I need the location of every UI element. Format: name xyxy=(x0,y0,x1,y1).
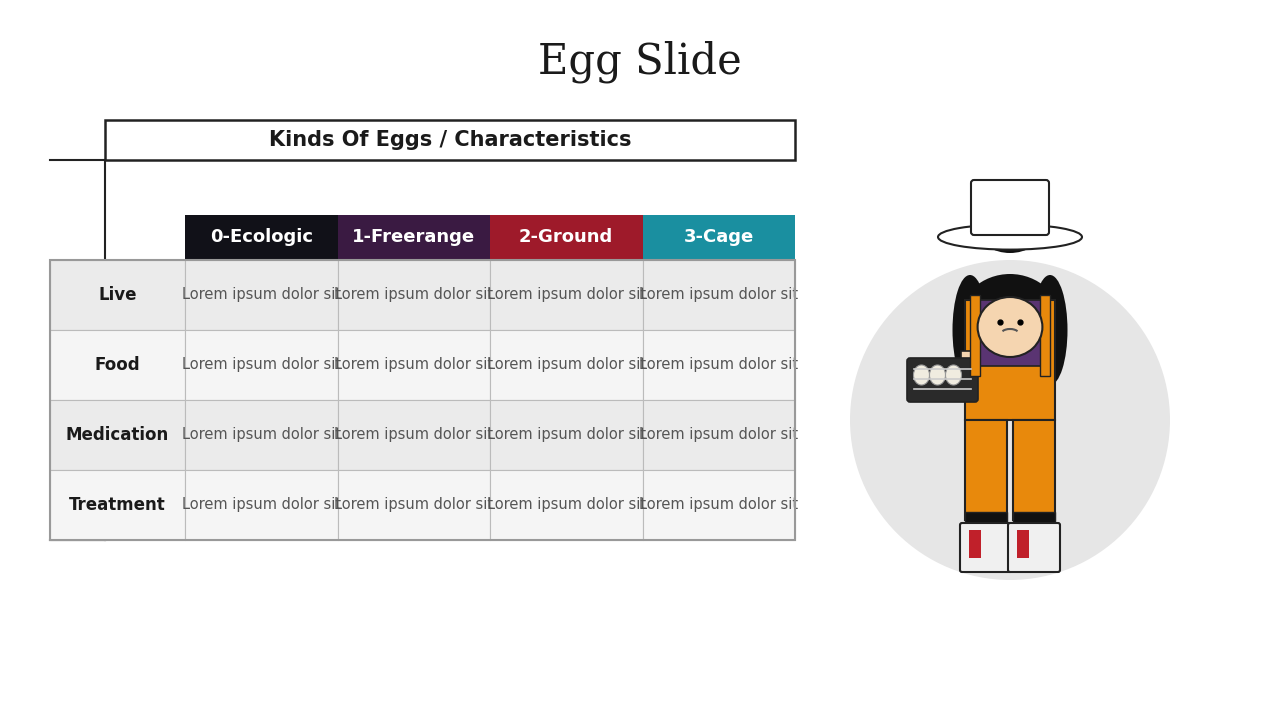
Bar xyxy=(50,400,186,470)
FancyBboxPatch shape xyxy=(960,523,1012,572)
Bar xyxy=(1018,530,1029,558)
Text: Lorem ipsum dolor sit: Lorem ipsum dolor sit xyxy=(182,287,340,302)
Text: Lorem ipsum dolor sit: Lorem ipsum dolor sit xyxy=(334,358,493,372)
FancyBboxPatch shape xyxy=(972,180,1050,235)
Bar xyxy=(970,295,980,376)
Ellipse shape xyxy=(978,297,1042,357)
Ellipse shape xyxy=(938,225,1082,250)
Bar xyxy=(338,215,490,260)
Bar xyxy=(186,400,338,470)
Text: Lorem ipsum dolor sit: Lorem ipsum dolor sit xyxy=(639,428,799,443)
FancyBboxPatch shape xyxy=(978,300,1042,366)
Circle shape xyxy=(850,260,1170,580)
Bar xyxy=(50,260,795,540)
Text: Treatment: Treatment xyxy=(69,496,166,514)
Bar xyxy=(186,215,338,260)
Ellipse shape xyxy=(952,275,987,385)
Bar xyxy=(643,400,795,470)
Text: Medication: Medication xyxy=(65,426,169,444)
Text: Lorem ipsum dolor sit: Lorem ipsum dolor sit xyxy=(182,428,340,443)
Bar xyxy=(965,512,1007,526)
Bar xyxy=(643,330,795,400)
Bar xyxy=(50,470,186,540)
Bar xyxy=(490,470,643,540)
Bar xyxy=(643,470,795,540)
Bar xyxy=(186,260,338,330)
FancyBboxPatch shape xyxy=(961,351,979,369)
Bar xyxy=(338,330,490,400)
Text: 0-Ecologic: 0-Ecologic xyxy=(210,228,312,246)
Text: Lorem ipsum dolor sit: Lorem ipsum dolor sit xyxy=(486,287,646,302)
Text: Lorem ipsum dolor sit: Lorem ipsum dolor sit xyxy=(639,287,799,302)
Text: Lorem ipsum dolor sit: Lorem ipsum dolor sit xyxy=(182,358,340,372)
Ellipse shape xyxy=(946,365,961,385)
Bar xyxy=(643,260,795,330)
Ellipse shape xyxy=(929,365,946,385)
Bar xyxy=(186,470,338,540)
Bar xyxy=(969,530,980,558)
Bar xyxy=(1039,295,1050,376)
Text: Egg Slide: Egg Slide xyxy=(538,41,742,84)
Text: 2-Ground: 2-Ground xyxy=(520,228,613,246)
Bar xyxy=(186,330,338,400)
Bar xyxy=(105,120,795,160)
Bar xyxy=(338,470,490,540)
Ellipse shape xyxy=(1033,275,1068,385)
Bar xyxy=(338,260,490,330)
Text: Lorem ipsum dolor sit: Lorem ipsum dolor sit xyxy=(486,498,646,513)
FancyBboxPatch shape xyxy=(965,300,1055,420)
Bar xyxy=(50,330,186,400)
Text: Lorem ipsum dolor sit: Lorem ipsum dolor sit xyxy=(639,498,799,513)
Text: 1-Freerange: 1-Freerange xyxy=(352,228,475,246)
Bar xyxy=(1012,420,1055,520)
Bar xyxy=(490,400,643,470)
Bar xyxy=(338,400,490,470)
Text: Lorem ipsum dolor sit: Lorem ipsum dolor sit xyxy=(182,498,340,513)
Text: Lorem ipsum dolor sit: Lorem ipsum dolor sit xyxy=(486,358,646,372)
Bar xyxy=(490,260,643,330)
Bar xyxy=(490,330,643,400)
Text: Lorem ipsum dolor sit: Lorem ipsum dolor sit xyxy=(486,428,646,443)
Bar xyxy=(643,215,795,260)
Bar xyxy=(50,260,186,330)
Text: Lorem ipsum dolor sit: Lorem ipsum dolor sit xyxy=(334,428,493,443)
Text: Food: Food xyxy=(95,356,141,374)
Ellipse shape xyxy=(959,274,1061,370)
Text: Live: Live xyxy=(99,286,137,304)
FancyBboxPatch shape xyxy=(908,358,978,402)
Text: 3-Cage: 3-Cage xyxy=(684,228,754,246)
Text: Lorem ipsum dolor sit: Lorem ipsum dolor sit xyxy=(334,287,493,302)
Bar xyxy=(965,420,1007,520)
Text: Lorem ipsum dolor sit: Lorem ipsum dolor sit xyxy=(334,498,493,513)
Bar xyxy=(490,215,643,260)
Ellipse shape xyxy=(914,365,929,385)
Text: Kinds Of Eggs / Characteristics: Kinds Of Eggs / Characteristics xyxy=(269,130,631,150)
Bar xyxy=(1012,512,1055,526)
Text: Lorem ipsum dolor sit: Lorem ipsum dolor sit xyxy=(639,358,799,372)
Ellipse shape xyxy=(979,211,1041,253)
FancyBboxPatch shape xyxy=(1009,523,1060,572)
